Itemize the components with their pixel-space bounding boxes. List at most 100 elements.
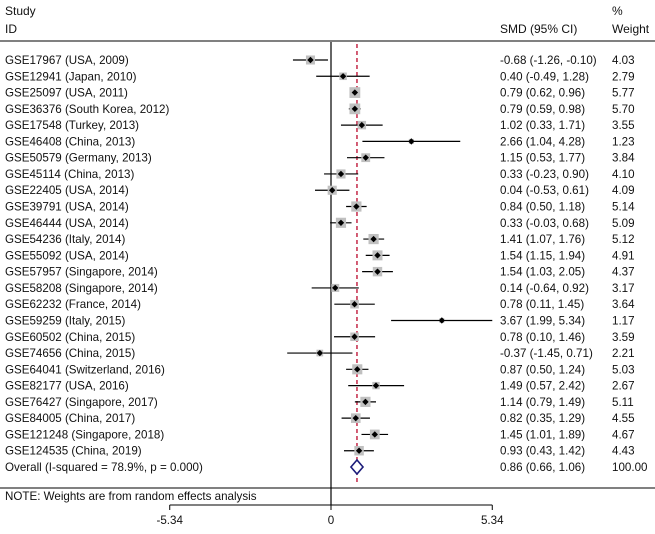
weight-text: 3.17 (612, 282, 635, 295)
ci-text: 0.14 (-0.64, 0.92) (500, 282, 589, 295)
weight-text: 4.43 (612, 445, 635, 458)
point-estimate (351, 333, 358, 340)
point-estimate (358, 121, 366, 129)
ci-text: 0.82 (0.35, 1.29) (500, 412, 585, 425)
study-row: GSE22405 (USA, 2014) 0.04 (-0.53, 0.61) 4.… (5, 184, 635, 197)
point-estimate (351, 301, 358, 308)
study-row: GSE54236 (Italy, 2014) 1.41 (1.07, 1.76) 5… (5, 233, 635, 246)
study-label: GSE124535 (China, 2019) (5, 445, 142, 458)
study-row: GSE25097 (USA, 2011) 0.79 (0.62, 0.96) 5.7… (5, 87, 635, 100)
study-label: GSE76427 (Singapore, 2017) (5, 396, 158, 409)
ci-text: 1.14 (0.79, 1.49) (500, 396, 585, 409)
overall-label: Overall (I-squared = 78.9%, p = 0.000) (5, 461, 203, 474)
study-label: GSE17548 (Turkey, 2013) (5, 119, 139, 132)
point-estimate (438, 317, 446, 324)
study-label: GSE22405 (USA, 2014) (5, 184, 129, 197)
ci-text: 1.15 (0.53, 1.77) (500, 152, 585, 165)
study-label: GSE74656 (China, 2015) (5, 347, 135, 360)
weight-text: 4.37 (612, 266, 635, 279)
study-row: GSE45114 (China, 2013) 0.33 (-0.23, 0.90)… (5, 168, 635, 181)
study-row: GSE59259 (Italy, 2015) 3.67 (1.99, 5.34) 1… (5, 314, 635, 327)
weight-text: 3.84 (612, 152, 635, 165)
point-estimate (351, 105, 359, 113)
point-estimate (316, 349, 324, 357)
weight-text: 2.21 (612, 347, 635, 360)
study-row: GSE17548 (Turkey, 2013) 1.02 (0.33, 1.71)… (5, 119, 635, 132)
weight-text: 2.67 (612, 380, 635, 393)
overall-diamond (349, 458, 365, 476)
ci-text: 1.49 (0.57, 2.42) (500, 380, 585, 393)
study-label: GSE46444 (USA, 2014) (5, 217, 129, 230)
ci-text: 1.54 (1.15, 1.94) (500, 249, 585, 262)
study-label: GSE62232 (France, 2014) (5, 298, 141, 311)
study-label: GSE39791 (USA, 2014) (5, 201, 129, 214)
weight-text: 5.77 (612, 87, 635, 100)
ci-text: 0.33 (-0.23, 0.90) (500, 168, 589, 181)
study-row: GSE124535 (China, 2019) 0.93 (0.43, 1.42)… (5, 445, 635, 458)
study-row: GSE57957 (Singapore, 2014) 1.54 (1.03, 2.… (5, 266, 635, 279)
point-estimate (332, 284, 339, 292)
ci-text: 0.04 (-0.53, 0.61) (500, 184, 589, 197)
ci-text: -0.37 (-1.45, 0.71) (500, 347, 593, 360)
study-row: GSE50579 (Germany, 2013) 1.15 (0.53, 1.77… (5, 152, 635, 165)
study-label: GSE36376 (South Korea, 2012) (5, 103, 169, 116)
point-estimate (307, 56, 314, 64)
ci-text: 1.45 (1.01, 1.89) (500, 428, 585, 441)
ci-text: 1.02 (0.33, 1.71) (500, 119, 585, 132)
ci-text: 3.67 (1.99, 5.34) (500, 314, 585, 327)
point-estimate (374, 252, 381, 259)
study-row: GSE74656 (China, 2015) -0.37 (-1.45, 0.71… (5, 347, 635, 360)
weight-text: 4.10 (612, 168, 635, 181)
header-smd-ci: SMD (95% CI) (500, 22, 577, 36)
weight-text: 5.03 (612, 363, 635, 376)
study-label: GSE50579 (Germany, 2013) (5, 152, 152, 165)
study-row: GSE55092 (USA, 2014) 1.54 (1.15, 1.94) 4.9… (5, 249, 635, 262)
study-row: GSE17967 (USA, 2009) -0.68 (-1.26, -0.10)… (5, 54, 635, 67)
point-estimate (339, 73, 347, 80)
study-label: GSE59259 (Italy, 2015) (5, 314, 125, 327)
ci-text: 2.66 (1.04, 4.28) (500, 135, 585, 148)
point-estimate (355, 447, 363, 454)
study-label: GSE46408 (China, 2013) (5, 135, 135, 148)
x-tick-label: 5.34 (481, 514, 504, 527)
study-row: GSE84005 (China, 2017) 0.82 (0.35, 1.29) 4… (5, 412, 635, 425)
point-estimate (372, 382, 380, 389)
weight-text: 4.91 (612, 249, 635, 262)
point-estimate (374, 268, 381, 275)
point-estimate (371, 431, 378, 438)
ci-text: 0.93 (0.43, 1.42) (500, 445, 585, 458)
study-label: GSE17967 (USA, 2009) (5, 54, 129, 67)
weight-text: 5.14 (612, 201, 635, 214)
weight-text: 4.67 (612, 428, 635, 441)
point-estimate (337, 170, 345, 178)
header-weight: Weight (612, 22, 650, 36)
study-label: GSE45114 (China, 2013) (5, 168, 134, 181)
ci-text: 0.33 (-0.03, 0.68) (500, 217, 589, 230)
overall-row: Overall (I-squared = 78.9%, p = 0.000) 0.… (5, 458, 647, 476)
header-weight-pct: % (612, 4, 623, 18)
study-row: GSE12941 (Japan, 2010) 0.40 (-0.49, 1.28)… (5, 70, 635, 83)
ci-text: -0.68 (-1.26, -0.10) (500, 54, 597, 67)
weight-text: 1.23 (612, 135, 635, 148)
study-row: GSE121248 (Singapore, 2018) 1.45 (1.01, 1… (5, 428, 635, 441)
ci-text: 0.78 (0.10, 1.46) (500, 331, 585, 344)
study-row: GSE76427 (Singapore, 2017) 1.14 (0.79, 1.… (5, 396, 634, 409)
study-row: GSE46444 (USA, 2014) 0.33 (-0.03, 0.68) 5.… (5, 217, 635, 230)
weight-text: 2.79 (612, 70, 635, 83)
ci-text: 1.41 (1.07, 1.76) (500, 233, 585, 246)
point-estimate (352, 414, 359, 422)
point-estimate (362, 398, 369, 406)
weight-text: 5.11 (612, 396, 634, 409)
study-row: GSE39791 (USA, 2014) 0.84 (0.50, 1.18) 5.1… (5, 201, 635, 214)
study-label: GSE25097 (USA, 2011) (5, 87, 128, 100)
weight-text: 3.64 (612, 298, 635, 311)
ci-text: 0.87 (0.50, 1.24) (500, 363, 585, 376)
x-tick-label: -5.34 (157, 514, 184, 527)
study-row: GSE58208 (Singapore, 2014) 0.14 (-0.64, 0… (5, 282, 635, 295)
ci-text: 0.40 (-0.49, 1.28) (500, 70, 589, 83)
overall-ci-text: 0.86 (0.66, 1.06) (500, 461, 585, 474)
study-label: GSE58208 (Singapore, 2014) (5, 282, 158, 295)
study-label: GSE57957 (Singapore, 2014) (5, 266, 158, 279)
weight-text: 3.55 (612, 119, 635, 132)
study-label: GSE121248 (Singapore, 2018) (5, 428, 164, 441)
